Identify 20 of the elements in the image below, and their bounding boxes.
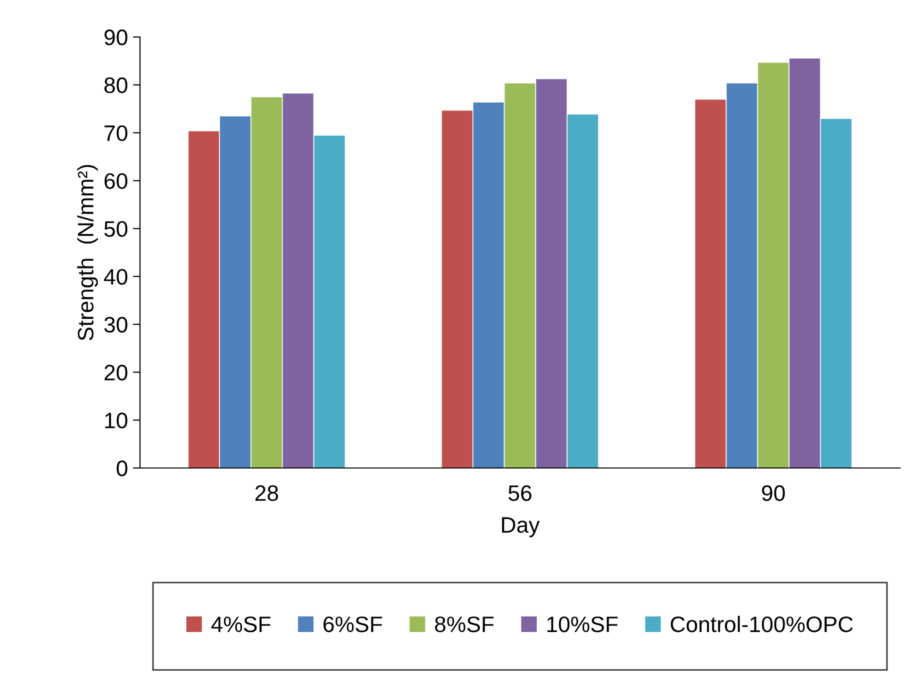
y-tick-label: 40	[104, 268, 128, 285]
y-tick-label: 60	[104, 173, 128, 189]
y-tick-label: 80	[104, 77, 128, 94]
y-tick-label: 50	[104, 221, 128, 237]
legend-label: 10%SF	[547, 616, 618, 632]
y-axis-title: Strength (N/mm²)	[77, 164, 98, 340]
legend-label: Control-100%OPC	[670, 616, 853, 632]
y-tick-label: 20	[104, 364, 128, 380]
y-tick-label: 10	[105, 412, 128, 428]
y-tick-label: 0	[116, 460, 128, 476]
legend-label: 4%SF	[211, 616, 270, 632]
x-tick-label: 90	[762, 485, 785, 501]
x-tick-label: 28	[255, 485, 278, 501]
legend-label: 8%SF	[435, 616, 494, 632]
legend-label: 6%SF	[324, 616, 382, 632]
x-tick-label: 56	[508, 485, 532, 501]
y-tick-label: 30	[104, 316, 128, 333]
y-tick-label: 90	[104, 30, 128, 46]
x-axis-title: Day	[502, 517, 540, 538]
y-tick-label: 70	[104, 125, 128, 142]
